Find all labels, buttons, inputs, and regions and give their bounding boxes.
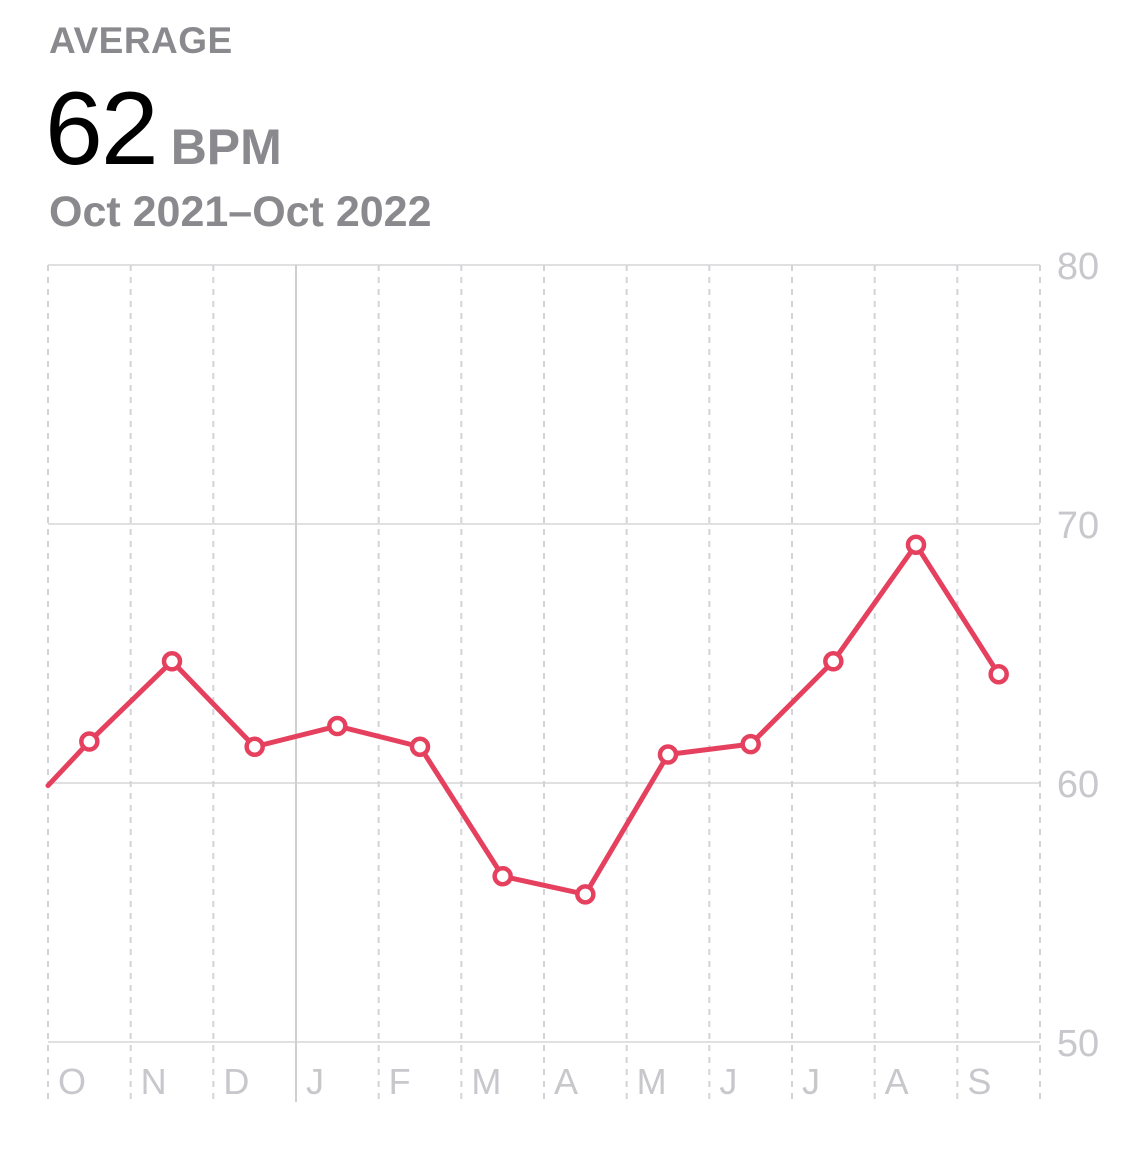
data-point[interactable] — [161, 651, 183, 672]
y-tick-label: 70 — [1057, 505, 1099, 547]
series-line — [45, 542, 1002, 897]
y-tick-label: 80 — [1057, 246, 1099, 288]
x-tick-label: D — [223, 1061, 249, 1102]
data-point[interactable] — [575, 884, 596, 905]
chart-points — [79, 534, 1009, 905]
x-tick-label: J — [802, 1061, 820, 1102]
date-range: Oct 2021–Oct 2022 — [49, 188, 432, 236]
data-point[interactable] — [905, 534, 927, 555]
x-tick-label: J — [719, 1061, 737, 1102]
average-value: 62 — [45, 71, 159, 187]
x-tick-label: F — [389, 1061, 411, 1102]
x-tick-label: A — [554, 1061, 578, 1102]
data-point[interactable] — [988, 663, 1009, 685]
x-tick-label: M — [637, 1061, 667, 1102]
data-point[interactable] — [409, 736, 431, 757]
data-point[interactable] — [327, 715, 348, 737]
metric-label: AVERAGE — [49, 20, 233, 61]
chart-axis-labels: 50 60 70 80 O N D J F M A M J J A S — [58, 246, 1099, 1102]
x-tick-label: J — [306, 1061, 324, 1102]
unit-label: BPM — [170, 119, 282, 175]
data-point[interactable] — [657, 744, 679, 765]
x-tick-label: N — [141, 1061, 167, 1102]
data-point[interactable] — [244, 736, 265, 757]
average-value-row: 62 BPM — [45, 70, 282, 189]
data-point[interactable] — [492, 865, 513, 887]
chart-series — [45, 542, 1002, 897]
x-tick-label: S — [967, 1061, 991, 1102]
x-tick-label: O — [58, 1061, 86, 1102]
x-tick-label: A — [885, 1061, 909, 1102]
y-tick-label: 60 — [1057, 764, 1099, 806]
data-point[interactable] — [79, 731, 100, 752]
x-tick-label: M — [471, 1061, 501, 1102]
data-point[interactable] — [823, 651, 844, 672]
y-tick-label: 50 — [1057, 1023, 1099, 1065]
chart-grid — [47, 264, 1041, 1102]
data-point[interactable] — [740, 733, 761, 755]
